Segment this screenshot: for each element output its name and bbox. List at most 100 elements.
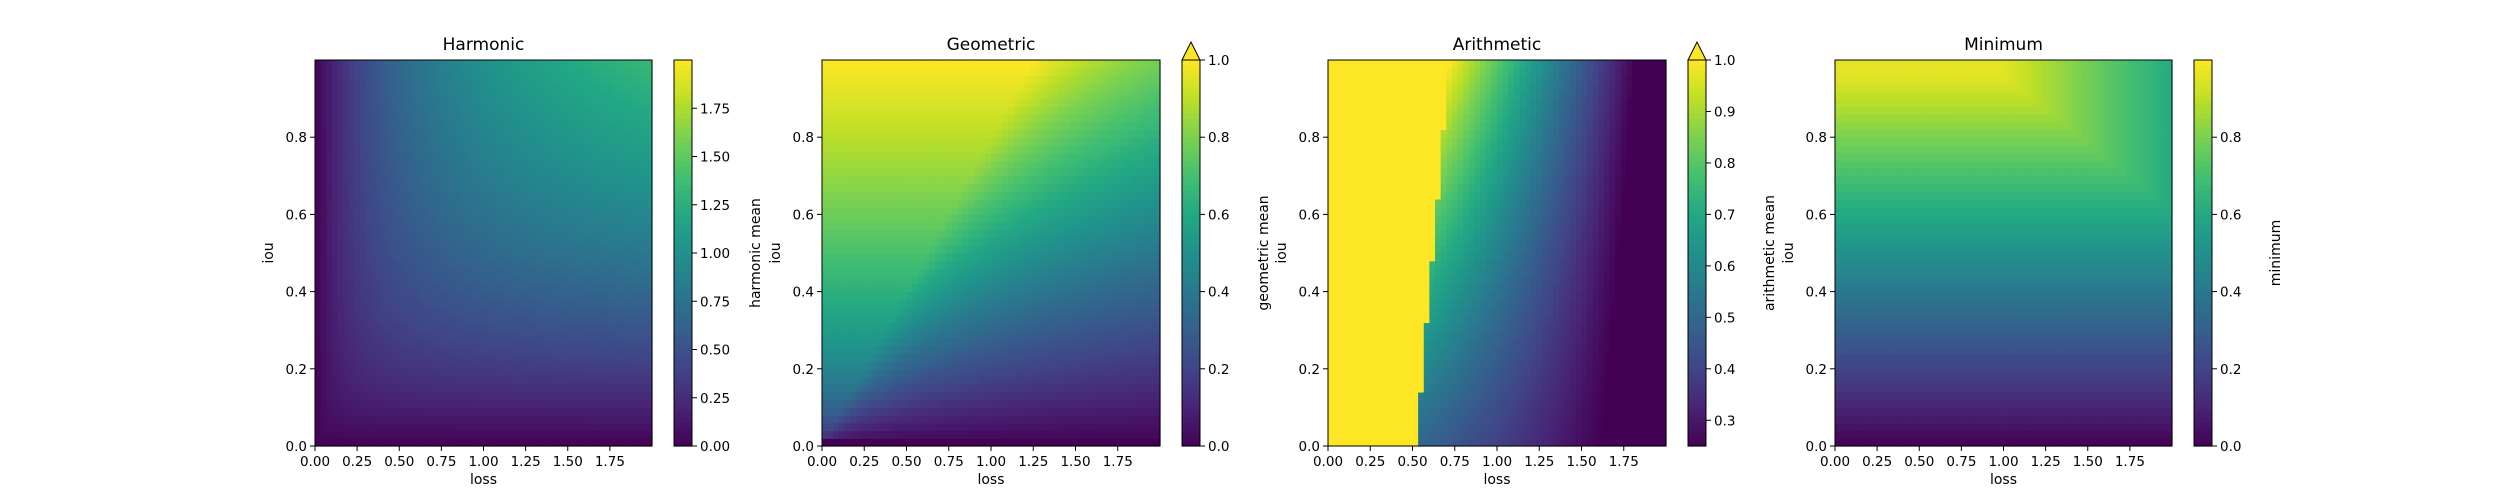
panel-1-cell [466, 415, 473, 424]
panel-1-cell [646, 237, 653, 246]
panel-2-cell [1024, 144, 1032, 154]
panel-2-cell [850, 353, 857, 362]
panel-2-cell [855, 168, 863, 177]
panel-1-cell [449, 276, 457, 285]
panel-1-cell [640, 384, 647, 393]
panel-1-cell [629, 283, 636, 293]
panel-1-cell [578, 422, 586, 432]
panel-2-cell [867, 90, 874, 100]
panel-1-cell [326, 314, 333, 324]
panel-2-cell [1002, 214, 1009, 223]
panel-2-cell [833, 361, 840, 370]
panel-1-cell [640, 198, 647, 208]
panel-1-cell [528, 214, 535, 223]
panel-2-cell [929, 160, 936, 169]
panel-1-cell [584, 268, 591, 277]
panel-1-cell [416, 75, 423, 84]
panel-2-cell [923, 137, 930, 146]
panel-1-cell [635, 183, 642, 192]
panel-2-cell [861, 114, 868, 123]
panel-2-cell [991, 307, 998, 316]
panel-2-cell [900, 137, 908, 146]
panel-2-cell [1013, 90, 1020, 100]
panel-1-cell [505, 183, 513, 192]
panel-2-cell [1002, 384, 1009, 393]
panel-2-cell [895, 368, 902, 378]
panel-2-cell [934, 67, 941, 77]
panel-1-cell [472, 322, 479, 331]
panel-2-cell [996, 422, 1003, 432]
panel-1-cell [399, 407, 406, 416]
panel-2-cell [822, 260, 829, 270]
panel-1-cell [635, 391, 642, 401]
panel-1-cell [567, 307, 574, 316]
panel-2-cell [855, 260, 863, 270]
panel-1-cell [421, 368, 428, 378]
panel-2-cell [855, 237, 863, 246]
panel-1-cell [410, 276, 417, 285]
panel-2-cell [945, 60, 953, 69]
panel-1-cell [432, 144, 440, 154]
panel-1-cell [416, 222, 423, 231]
panel-2-cell [861, 237, 868, 246]
panel-2-cell [872, 283, 879, 293]
panel-1-cell [416, 415, 423, 424]
panel-2-cell [940, 83, 947, 92]
panel-1-cell [326, 214, 333, 223]
panel-1-cell [567, 399, 574, 408]
panel-2-cell [1030, 391, 1037, 401]
panel-2-cell [962, 237, 970, 246]
panel-1-cell [315, 330, 322, 339]
panel-1-xtick-label: 0.25 [342, 454, 372, 470]
panel-1-cell [421, 191, 428, 200]
panel-1-cell [534, 438, 541, 447]
panel-2-cell [900, 322, 908, 331]
panel-1-cell [517, 75, 524, 84]
panel-2-cell [1013, 268, 1020, 277]
panel-2-cell [1019, 83, 1026, 92]
panel-2-cell [1013, 75, 1020, 84]
panel-1-cell [427, 121, 434, 131]
panel-1-cell [315, 307, 322, 316]
panel-2-cell [1013, 137, 1020, 146]
panel-2-cell [1002, 137, 1009, 146]
panel-1-cell [326, 260, 333, 270]
panel-1-cell [517, 307, 524, 316]
panel-1-cell [556, 191, 563, 200]
panel-1-cell [567, 330, 574, 339]
panel-2-cell [957, 198, 964, 208]
panel-1-cell [410, 422, 417, 432]
panel-1-cell [534, 160, 541, 169]
panel-1-cell [494, 276, 501, 285]
panel-1-cell [601, 330, 608, 339]
panel-1-cell [449, 407, 457, 416]
panel-1-cell [354, 129, 361, 138]
panel-1-cell [528, 175, 535, 185]
panel-2-cell [872, 376, 879, 385]
panel-2-cell [867, 253, 874, 262]
panel-2-cell [861, 129, 868, 138]
panel-1-cell [562, 384, 569, 393]
panel-1-cell [337, 268, 344, 277]
panel-1-colorbar-segment [674, 88, 692, 95]
panel-2-cell [945, 291, 953, 300]
panel-2-cell [827, 114, 834, 123]
panel-2-cell [855, 222, 863, 231]
panel-1-cell [466, 245, 473, 254]
panel-2-cell [945, 160, 953, 169]
panel-1-cell [629, 175, 636, 185]
panel-2-cell [883, 191, 891, 200]
panel-2-cell [1007, 60, 1015, 69]
panel-2-cell [833, 322, 840, 331]
panel-1-cell [348, 214, 355, 223]
panel-1-cell [427, 415, 434, 424]
panel-1-cell [371, 368, 378, 378]
panel-2-cell [872, 206, 879, 215]
panel-1-cell [612, 260, 619, 270]
panel-1-cell [590, 75, 597, 84]
panel-1-cell [500, 307, 507, 316]
panel-1-cell [331, 322, 339, 331]
panel-1-cell [595, 114, 603, 123]
panel-1-ytick-label: 0.2 [286, 362, 307, 378]
panel-1-cell [371, 206, 378, 215]
